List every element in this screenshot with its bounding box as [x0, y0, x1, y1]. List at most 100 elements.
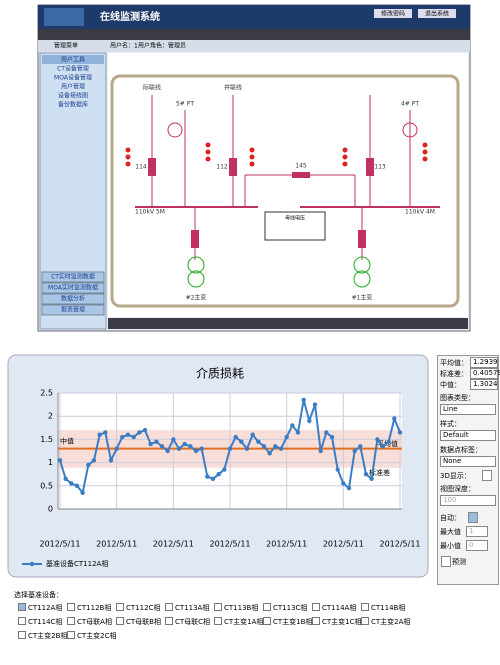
input[interactable]: 0 [466, 540, 488, 551]
tab[interactable]: 用户角色：管理员 [138, 42, 186, 50]
data-point [227, 446, 233, 451]
data-point [307, 418, 312, 424]
input[interactable]: 1 [466, 526, 488, 537]
device-checkbox[interactable]: CT母联A相 [67, 617, 112, 627]
data-point [69, 481, 74, 486]
device-checkbox[interactable]: CT母联B相 [116, 617, 161, 627]
checkbox[interactable] [441, 556, 451, 567]
menu-item[interactable]: MOA设备管理 [54, 74, 92, 82]
select[interactable]: 100 [440, 495, 496, 506]
button[interactable] [374, 9, 412, 18]
button-label[interactable]: 修改密码 [381, 10, 405, 18]
menu-button[interactable] [41, 271, 105, 283]
data-point [114, 446, 119, 451]
annotation: 中值 [60, 437, 74, 446]
device-checkbox[interactable]: CT113A相 [165, 603, 209, 613]
data-point [103, 430, 108, 435]
data-point [91, 458, 97, 463]
menu-button[interactable] [41, 304, 105, 316]
device-checkbox[interactable]: CT主变2C相 [67, 631, 117, 641]
x-tick-label: 2012/5/11 [323, 540, 364, 549]
checkbox[interactable] [482, 470, 492, 481]
diagram-label: #1主变 [352, 294, 373, 302]
select[interactable]: None [440, 456, 496, 467]
device-checkbox[interactable]: CT主变1A相 [214, 617, 263, 627]
device-checkbox[interactable]: CT112C相 [116, 603, 160, 613]
data-point [318, 448, 323, 454]
menu-item[interactable]: 用户管理 [61, 83, 85, 91]
device-checkbox[interactable]: CT主变1B相 [263, 617, 312, 627]
device-checkbox[interactable]: CT114B相 [361, 603, 405, 613]
data-point [341, 481, 346, 486]
menu-button[interactable] [41, 282, 105, 294]
device-checkbox[interactable]: CT112B相 [67, 603, 111, 613]
data-point [125, 432, 131, 437]
menu-item[interactable]: 设备接线图 [58, 92, 88, 100]
data-point [369, 476, 374, 482]
option-label: 预测 [452, 558, 466, 566]
data-point [148, 441, 153, 447]
device-checkbox[interactable]: CT114C相 [18, 617, 62, 627]
device-checkbox[interactable]: CT112A相 [18, 603, 62, 613]
x-tick-label: 2012/5/11 [153, 540, 194, 549]
menu-button[interactable] [41, 293, 105, 305]
select[interactable]: Default [440, 430, 496, 441]
device-checkbox[interactable]: CT主变2A相 [361, 617, 410, 627]
x-tick-label: 2012/5/11 [96, 540, 137, 549]
data-point [176, 446, 182, 451]
data-point [380, 444, 386, 449]
tab-bar [38, 40, 470, 52]
device-checkbox[interactable]: CT母联C相 [165, 617, 210, 627]
button[interactable] [418, 9, 456, 18]
menu-item[interactable]: 报表管理 [61, 306, 85, 314]
x-tick-label: 2012/5/11 [209, 540, 250, 549]
data-point [329, 434, 335, 440]
data-point [324, 430, 329, 435]
menu-item[interactable]: 数据分析 [61, 295, 85, 303]
data-point [301, 397, 306, 403]
stat-label: 标准差： [440, 370, 468, 378]
button-label[interactable]: 退出系统 [425, 10, 449, 18]
menu-item[interactable]: CT设备管理 [57, 65, 89, 73]
menu-item[interactable]: MOA实时监测数据 [48, 284, 98, 292]
footer [108, 318, 468, 329]
diagram-label: 井联线 [224, 84, 242, 92]
diagram-label: 114 [135, 164, 147, 171]
data-point [386, 439, 391, 444]
option-label: 视图深度： [440, 485, 475, 493]
data-point [210, 476, 216, 482]
data-point [392, 416, 397, 421]
diagram-label: 际联线 [143, 84, 161, 92]
select[interactable]: Line [440, 404, 496, 415]
option-label: 3D显示： [440, 472, 471, 480]
device-checkbox[interactable]: CT主变2B相 [18, 631, 67, 641]
menu-header: 用户工具 [61, 56, 85, 64]
info-title: 母线电压 [285, 215, 305, 222]
data-point [171, 437, 176, 442]
device-checkbox[interactable]: CT113B相 [214, 603, 258, 613]
y-tick-label: 1 [48, 458, 53, 467]
x-tick-label: 2012/5/11 [379, 540, 420, 549]
data-point [193, 448, 199, 454]
data-point [74, 483, 80, 488]
data-point [273, 444, 278, 449]
device-checkbox[interactable]: CT主变1C相 [312, 617, 362, 627]
data-point [352, 448, 357, 454]
option-label: 图表类型： [440, 394, 475, 402]
data-point [80, 490, 85, 495]
stat-label: 平均值： [440, 359, 468, 367]
chart-title: 介质损耗 [196, 367, 244, 381]
data-point [63, 476, 68, 482]
data-point [278, 446, 284, 451]
checkbox[interactable] [468, 512, 478, 523]
device-checkbox[interactable]: CT114A相 [312, 603, 356, 613]
menu-item[interactable]: CT实时监测数据 [51, 273, 95, 281]
device-checkbox[interactable]: CT113C相 [263, 603, 307, 613]
screenshot: 在线监测系统 修改密码 退出系统 管理菜单 用户名：1 用户角色：管理员 用户工… [37, 4, 471, 332]
menu-item[interactable]: 备份数据库 [58, 101, 88, 109]
tab[interactable]: 用户名：1 [110, 42, 138, 50]
data-point [284, 434, 289, 440]
data-point [159, 444, 165, 449]
tab[interactable]: 管理菜单 [54, 42, 78, 50]
y-tick-label: 2 [48, 412, 53, 421]
